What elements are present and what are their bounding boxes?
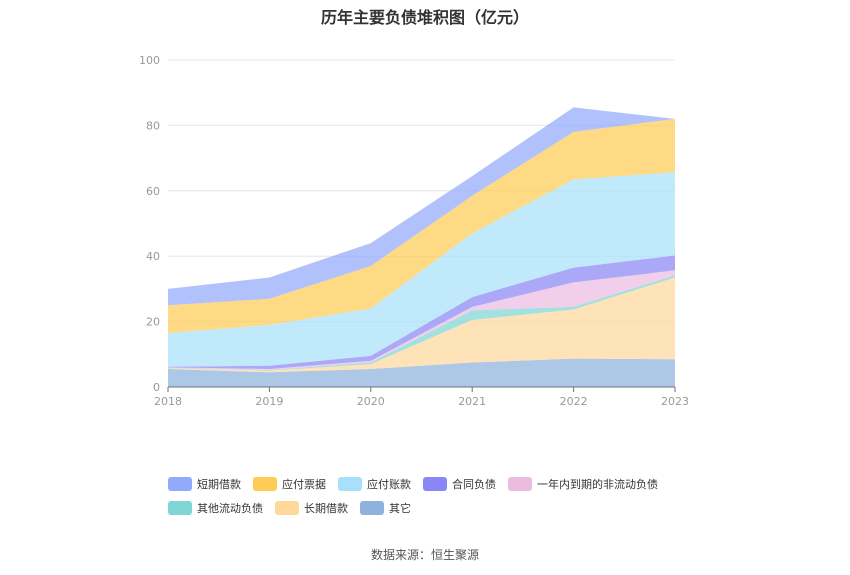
legend-item[interactable]: 短期借款 bbox=[168, 476, 241, 492]
y-tick-label: 60 bbox=[146, 185, 160, 198]
legend-swatch bbox=[423, 477, 447, 491]
legend-swatch bbox=[253, 477, 277, 491]
x-tick-label: 2022 bbox=[560, 395, 588, 408]
legend-item[interactable]: 其它 bbox=[360, 500, 411, 516]
legend-swatch bbox=[168, 501, 192, 515]
area-series-3[interactable] bbox=[168, 270, 675, 370]
area-series-4[interactable] bbox=[168, 255, 675, 370]
x-tick-label: 2023 bbox=[661, 395, 689, 408]
legend-item[interactable]: 其他流动负债 bbox=[168, 500, 263, 516]
legend-row: 短期借款 应付票据 应付账款 合同负债 一年内到期的非流动负债 bbox=[168, 472, 728, 496]
legend-item[interactable]: 一年内到期的非流动负债 bbox=[508, 476, 658, 492]
legend: 短期借款 应付票据 应付账款 合同负债 一年内到期的非流动负债其他流动负债 长期借款 其它 bbox=[168, 472, 728, 520]
legend-item[interactable]: 合同负债 bbox=[423, 476, 496, 492]
legend-item[interactable]: 长期借款 bbox=[275, 500, 348, 516]
y-tick-label: 40 bbox=[146, 250, 160, 263]
area-series-7[interactable] bbox=[168, 107, 675, 306]
legend-label: 其他流动负债 bbox=[197, 502, 263, 515]
y-tick-label: 80 bbox=[146, 119, 160, 132]
chart-title: 历年主要负债堆积图（亿元） bbox=[320, 8, 529, 27]
area-series-5[interactable] bbox=[168, 172, 675, 367]
data-source: 数据来源：恒生聚源 bbox=[370, 548, 479, 562]
legend-label: 一年内到期的非流动负债 bbox=[537, 478, 658, 491]
y-tick-label: 0 bbox=[153, 381, 160, 394]
legend-label: 应付票据 bbox=[282, 478, 326, 491]
legend-label: 长期借款 bbox=[304, 502, 348, 515]
x-tick-label: 2021 bbox=[458, 395, 486, 408]
area-series-1[interactable] bbox=[168, 277, 675, 373]
area-series-0[interactable] bbox=[168, 358, 675, 387]
legend-swatch bbox=[275, 501, 299, 515]
stacked-area-chart: 0 20 40 60 80 100 2018 2019 2020 2021 2022 2023 bbox=[139, 54, 689, 408]
legend-swatch bbox=[168, 477, 192, 491]
x-tick-label: 2019 bbox=[255, 395, 283, 408]
legend-swatch bbox=[508, 477, 532, 491]
legend-swatch bbox=[338, 477, 362, 491]
y-tick-label: 20 bbox=[146, 316, 160, 329]
legend-swatch bbox=[360, 501, 384, 515]
legend-label: 合同负债 bbox=[452, 478, 496, 491]
legend-label: 其它 bbox=[389, 502, 411, 515]
area-series-6[interactable] bbox=[168, 118, 675, 334]
legend-row: 其他流动负债 长期借款 其它 bbox=[168, 496, 728, 520]
y-tick-label: 100 bbox=[139, 54, 160, 67]
legend-label: 短期借款 bbox=[197, 478, 241, 491]
area-series-group bbox=[168, 107, 675, 387]
legend-item[interactable]: 应付账款 bbox=[338, 476, 411, 492]
legend-item[interactable]: 应付票据 bbox=[253, 476, 326, 492]
x-tick-label: 2020 bbox=[357, 395, 385, 408]
x-tick-label: 2018 bbox=[154, 395, 182, 408]
legend-label: 应付账款 bbox=[367, 478, 411, 491]
axes: 0 20 40 60 80 100 2018 2019 2020 2021 2022 2023 bbox=[139, 54, 689, 408]
